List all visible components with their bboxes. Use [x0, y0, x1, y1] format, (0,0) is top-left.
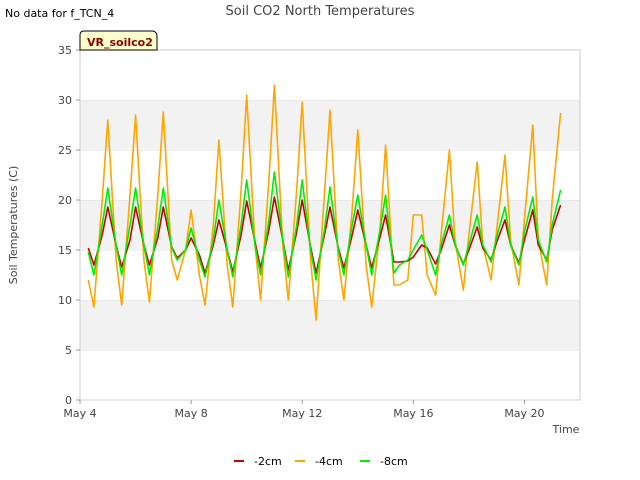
grid-band — [80, 100, 580, 150]
no-data-note: No data for f_TCN_4 — [5, 7, 115, 20]
x-tick-label: May 20 — [504, 407, 544, 420]
site-label-background — [79, 30, 158, 51]
series-line-neg8cm — [87, 171, 562, 281]
plot-frame — [79, 49, 581, 401]
series-line-neg4cm — [87, 84, 562, 321]
y-tick-label: 35 — [58, 44, 72, 57]
legend-label: -4cm — [315, 455, 343, 468]
grid-band — [80, 350, 580, 400]
x-tick-label: May 16 — [393, 407, 433, 420]
y-tick-label: 25 — [58, 144, 72, 157]
y-tick-label: 15 — [58, 244, 72, 257]
y-tick-label: 20 — [58, 194, 72, 207]
x-tick-label: May 8 — [174, 407, 207, 420]
y-tick-label: 30 — [58, 94, 72, 107]
grid-band — [80, 300, 580, 350]
legend-label: -2cm — [254, 455, 282, 468]
y-axis-label: Soil Temperatures (C) — [7, 166, 20, 285]
chart-title: Soil CO2 North Temperatures — [226, 4, 415, 19]
x-tick-label: May 12 — [282, 407, 322, 420]
site-label-text: VR_soilco2 — [87, 36, 153, 49]
y-tick-label: 10 — [58, 294, 72, 307]
grid-band — [80, 50, 580, 100]
site-label-box: VR_soilco2 — [79, 30, 158, 51]
legend: -2cm -4cm -8cm — [234, 455, 408, 468]
x-axis-ticks: May 4 May 8 May 12 May 16 May 20 — [63, 400, 545, 420]
y-axis-ticks: 0 5 10 15 20 25 30 35 — [58, 44, 80, 407]
legend-label: -8cm — [380, 455, 408, 468]
y-tick-label: 5 — [65, 344, 72, 357]
x-tick-label: May 4 — [63, 407, 96, 420]
grid-band — [80, 250, 580, 300]
series-line-neg2cm — [87, 196, 562, 274]
y-tick-label: 0 — [65, 394, 72, 407]
x-axis-label: Time — [552, 423, 580, 436]
series-lines — [87, 84, 562, 321]
